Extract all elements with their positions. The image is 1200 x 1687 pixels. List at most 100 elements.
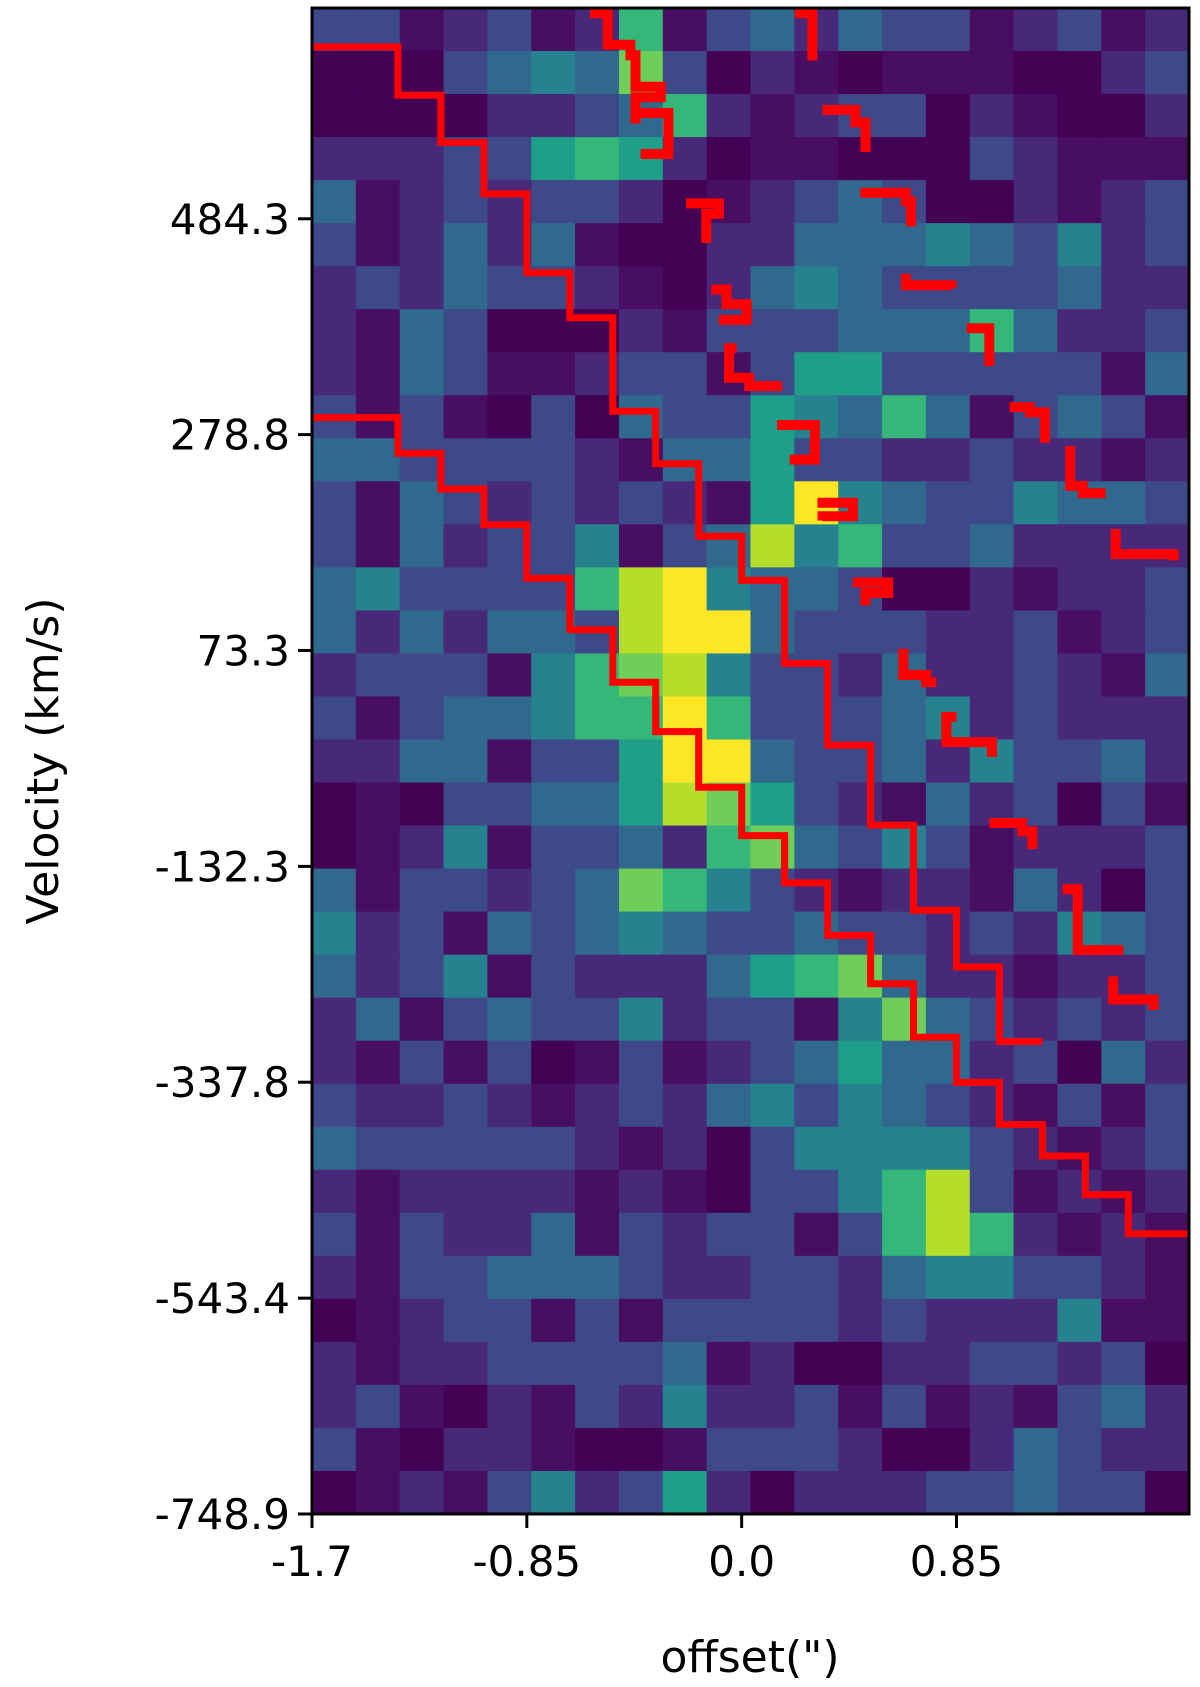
heatmap-cell xyxy=(618,1384,664,1429)
heatmap-cell xyxy=(1057,137,1102,181)
heatmap-cell xyxy=(1145,1083,1190,1128)
heatmap-cell xyxy=(399,1255,445,1300)
heatmap-cell xyxy=(618,567,664,611)
heatmap-cell xyxy=(706,1255,752,1300)
heatmap-cell xyxy=(443,1126,488,1171)
heatmap-cell xyxy=(443,1212,488,1257)
heatmap-cell xyxy=(312,51,357,95)
heatmap-cell xyxy=(487,782,532,827)
heatmap-cell xyxy=(312,739,357,784)
heatmap-cell xyxy=(443,997,488,1042)
heatmap-cell xyxy=(487,1126,532,1171)
heatmap-cell xyxy=(575,1126,620,1171)
heatmap-cell xyxy=(969,51,1015,95)
heatmap-cell xyxy=(882,825,927,870)
heatmap-cell xyxy=(750,1212,795,1257)
heatmap-cell xyxy=(531,1470,576,1515)
heatmap-cell xyxy=(312,438,357,482)
heatmap-cell xyxy=(794,782,839,827)
heatmap-cell xyxy=(399,954,445,999)
heatmap-cell xyxy=(1013,1212,1059,1257)
heatmap-cell xyxy=(1057,825,1102,870)
heatmap-cell xyxy=(662,868,708,913)
curve-marker xyxy=(966,323,995,367)
heatmap-cell xyxy=(1057,1341,1102,1386)
heatmap-cell xyxy=(1057,1126,1102,1171)
heatmap-cell xyxy=(882,1384,927,1429)
heatmap-cell xyxy=(487,1470,532,1515)
heatmap-cell xyxy=(487,997,532,1042)
heatmap-cell xyxy=(882,1341,927,1386)
heatmap-cell xyxy=(575,567,620,611)
heatmap-cell xyxy=(706,1169,752,1214)
heatmap-cell xyxy=(925,8,971,52)
heatmap-cell xyxy=(487,610,532,655)
heatmap-cell xyxy=(1101,567,1146,611)
stepped-curve xyxy=(312,43,1043,1045)
heatmap-cell xyxy=(1057,180,1102,224)
heatmap-cell xyxy=(838,1341,883,1386)
heatmap-cell xyxy=(1145,567,1190,611)
heatmap-cell xyxy=(443,223,488,267)
heatmap-cell xyxy=(1101,782,1146,827)
heatmap-cell xyxy=(487,825,532,870)
heatmap-cell xyxy=(531,954,576,999)
heatmap-cell xyxy=(1101,1083,1146,1128)
heatmap-cell xyxy=(662,954,708,999)
heatmap-cell xyxy=(443,739,488,784)
heatmap-cell xyxy=(750,309,795,353)
heatmap-cell xyxy=(794,1298,839,1343)
heatmap-cell xyxy=(1057,94,1102,138)
heatmap-cell xyxy=(618,223,664,267)
heatmap-cell xyxy=(618,1083,664,1128)
heatmap-cell xyxy=(838,180,883,224)
curve-marker xyxy=(1065,446,1106,499)
heatmap-cell xyxy=(1101,1298,1146,1343)
heatmap-cell xyxy=(750,524,795,568)
heatmap-cell xyxy=(925,137,971,181)
heatmap-cell xyxy=(618,1126,664,1171)
heatmap-cell xyxy=(882,911,927,956)
heatmap-cell xyxy=(531,395,576,439)
heatmap-cell xyxy=(969,438,1015,482)
heatmap-cell xyxy=(487,395,532,439)
heatmap-cell xyxy=(443,954,488,999)
heatmap-cell xyxy=(925,395,971,439)
heatmap-cell xyxy=(750,739,795,784)
heatmap-cell xyxy=(706,8,752,52)
heatmap-cell xyxy=(575,1384,620,1429)
heatmap-cell xyxy=(750,438,795,482)
heatmap-cell xyxy=(487,1083,532,1128)
heatmap-cell xyxy=(1057,524,1102,568)
heatmap-cell xyxy=(838,94,883,138)
heatmap-cell xyxy=(1057,954,1102,999)
heatmap-cell xyxy=(1145,1427,1190,1472)
heatmap-cell xyxy=(443,309,488,353)
heatmap-cell xyxy=(575,696,620,741)
heatmap-cell xyxy=(838,1255,883,1300)
heatmap-cell xyxy=(969,997,1015,1042)
heatmap-cell xyxy=(750,1083,795,1128)
heatmap-cell xyxy=(925,1083,971,1128)
heatmap-cell xyxy=(443,1040,488,1085)
heatmap-cell xyxy=(969,1427,1015,1472)
heatmap-cell xyxy=(838,266,883,310)
heatmap-cell xyxy=(399,911,445,956)
heatmap-cell xyxy=(1057,1470,1102,1515)
heatmap-cell xyxy=(1101,51,1146,95)
heatmap-cell xyxy=(750,825,795,870)
heatmap-cell xyxy=(312,94,357,138)
heatmap-cell xyxy=(1145,395,1190,439)
heatmap-cell xyxy=(312,997,357,1042)
heatmap-cell xyxy=(925,309,971,353)
heatmap-cell xyxy=(312,868,357,913)
heatmap-cell xyxy=(838,696,883,741)
heatmap-cell xyxy=(312,1212,357,1257)
heatmap-cell xyxy=(838,1298,883,1343)
heatmap-cell xyxy=(355,653,401,698)
heatmap-cell xyxy=(882,954,927,999)
heatmap-cell xyxy=(312,954,357,999)
heatmap-cell xyxy=(487,1427,532,1472)
heatmap-cell xyxy=(1013,481,1059,525)
heatmap-cell xyxy=(399,8,445,52)
